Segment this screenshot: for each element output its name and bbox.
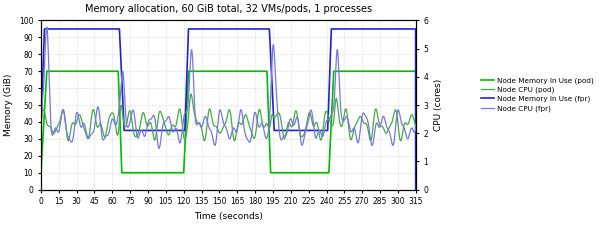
Node CPU (fpr) [138,129,145,131]
Node CPU (fpr) [155,147,163,150]
Node Memory In Use (fpr) [412,188,419,191]
Node CPU (fpr) [37,111,44,114]
Node Memory In Use (fpr) [378,28,385,30]
Node CPU (pod) [344,120,352,123]
Node Memory In Use (pod) [344,70,352,73]
Node Memory In Use (fpr) [97,28,104,30]
Title: Memory allocation, 60 GiB total, 32 VMs/pods, 1 processes: Memory allocation, 60 GiB total, 32 VMs/… [85,4,372,14]
Node CPU (fpr) [43,26,50,28]
Node CPU (pod) [187,93,194,95]
Node Memory In Use (pod) [378,70,385,73]
Node CPU (pod) [97,123,104,125]
Node Memory In Use (fpr) [252,28,259,30]
Y-axis label: Memory (GiB): Memory (GiB) [4,74,13,136]
Line: Node CPU (fpr): Node CPU (fpr) [41,27,416,148]
Node Memory In Use (pod) [412,188,419,191]
Node CPU (pod) [65,140,72,142]
Node CPU (pod) [138,117,145,119]
Node CPU (fpr) [359,112,367,115]
Node Memory In Use (pod) [37,171,44,174]
Node Memory In Use (pod) [138,171,145,174]
Y-axis label: CPU (cores): CPU (cores) [434,79,443,131]
Node Memory In Use (pod) [252,70,259,73]
Node CPU (fpr) [253,113,260,116]
X-axis label: Time (seconds): Time (seconds) [194,212,263,221]
Node Memory In Use (pod) [43,70,50,73]
Line: Node CPU (pod): Node CPU (pod) [41,94,416,141]
Node CPU (fpr) [412,126,419,129]
Node CPU (fpr) [97,125,104,128]
Line: Node Memory In Use (pod): Node Memory In Use (pod) [41,71,416,190]
Node Memory In Use (fpr) [138,129,145,132]
Node Memory In Use (fpr) [359,28,367,30]
Node CPU (pod) [253,130,260,133]
Node CPU (fpr) [378,120,385,123]
Node Memory In Use (fpr) [344,28,352,30]
Legend: Node Memory In Use (pod), Node CPU (pod), Node Memory In Use (fpr), Node CPU (fp: Node Memory In Use (pod), Node CPU (pod)… [478,74,596,115]
Node Memory In Use (pod) [359,70,367,73]
Node Memory In Use (fpr) [37,129,44,132]
Node CPU (pod) [412,125,419,128]
Node CPU (fpr) [344,118,352,121]
Node CPU (pod) [359,120,367,123]
Node CPU (pod) [37,124,44,126]
Node CPU (pod) [378,125,385,128]
Node Memory In Use (fpr) [41,28,48,30]
Line: Node Memory In Use (fpr): Node Memory In Use (fpr) [41,29,416,190]
Node Memory In Use (pod) [97,70,104,73]
